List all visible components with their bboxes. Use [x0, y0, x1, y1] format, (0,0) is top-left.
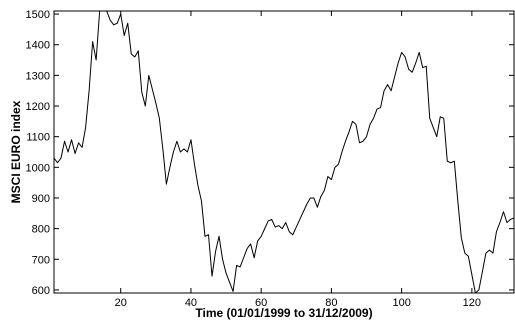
y-tick-label: 1300	[26, 70, 50, 82]
y-tick-label: 700	[32, 254, 50, 266]
x-tick-label: 40	[185, 297, 197, 309]
x-tick-label: 100	[392, 297, 410, 309]
series-line	[53, 10, 515, 294]
x-tick-label: 60	[255, 297, 267, 309]
y-tick-label: 800	[32, 224, 50, 236]
x-axis-title: Time (01/01/1999 to 31/12/2009)	[195, 306, 372, 320]
ticks-layer	[54, 11, 514, 293]
y-axis-title: MSCI EURO index	[9, 100, 23, 203]
labels-layer: 20 40 60 80 100 120 600 700 800 900 1000 1100 1200 13…	[26, 9, 482, 309]
x-tick-label: 80	[325, 297, 337, 309]
y-tick-label: 1000	[26, 162, 50, 174]
y-tick-label: 1400	[26, 40, 50, 52]
plot-frame	[53, 10, 515, 294]
y-tick-label: 600	[32, 285, 50, 297]
y-tick-label: 1100	[26, 132, 50, 144]
y-tick-label: 1500	[26, 9, 50, 21]
x-tick-label: 120	[463, 297, 481, 309]
y-tick-label: 1200	[26, 101, 50, 113]
plot-background	[54, 11, 514, 293]
x-tick-label: 20	[115, 297, 127, 309]
y-tick-label: 900	[32, 193, 50, 205]
